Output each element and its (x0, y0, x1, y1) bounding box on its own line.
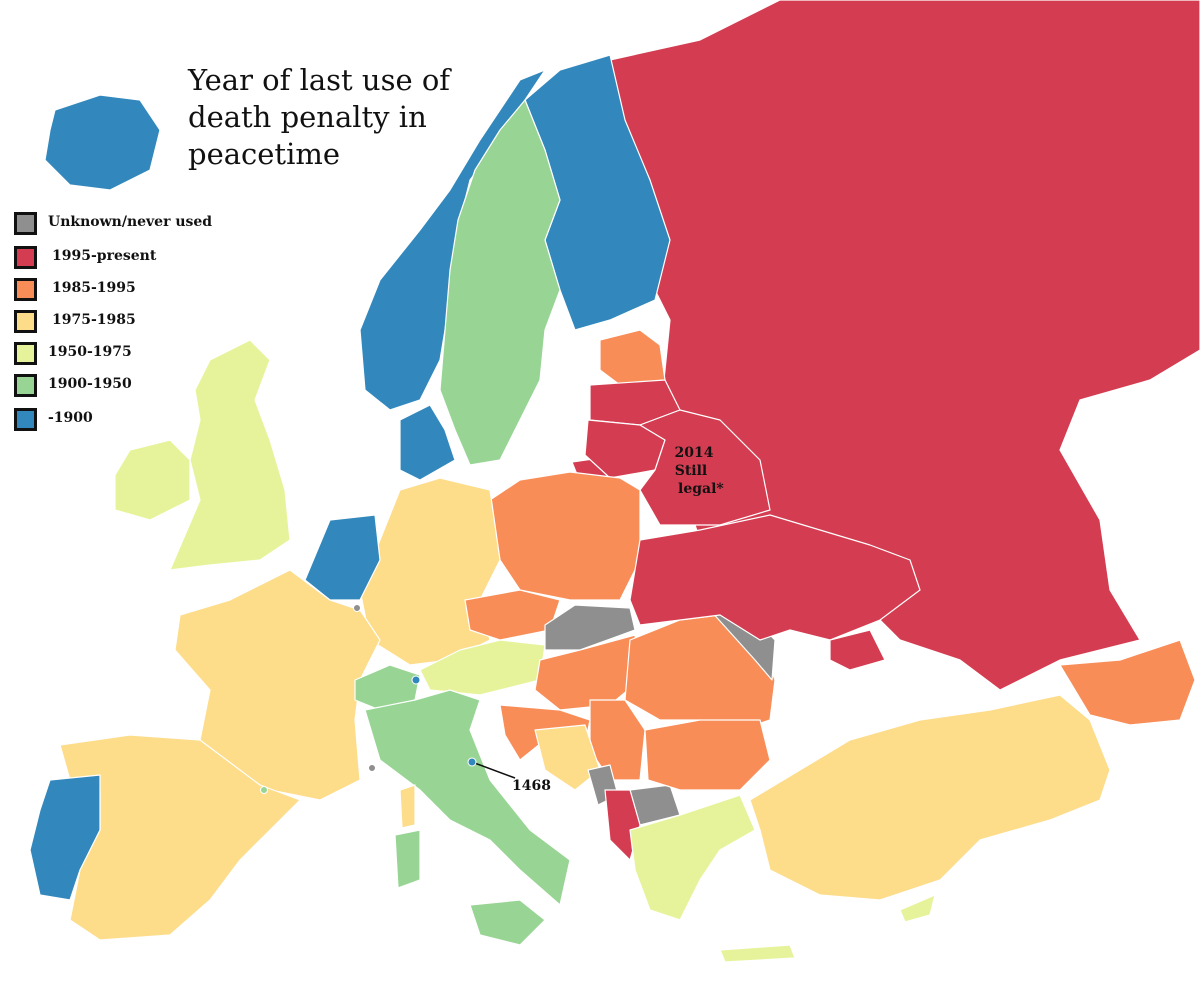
belarus-annotation-line2: Still (674, 463, 708, 479)
region-denmark (399, 404, 456, 481)
region-sweden (439, 99, 561, 466)
legend-label: Unknown/never used (48, 214, 213, 230)
liechtenstein-dot (411, 675, 421, 685)
legend-label: 1950-1975 (48, 344, 132, 360)
legend-swatch (14, 374, 37, 397)
region-italy (364, 689, 571, 906)
region-slovakia (544, 604, 636, 651)
region-ireland (114, 439, 191, 521)
region-estonia (599, 329, 666, 386)
region-france (174, 569, 381, 801)
region-benelux (304, 514, 381, 601)
legend-label: 1975-1985 (52, 312, 136, 328)
region-crimea (829, 629, 886, 671)
legend-swatch (14, 278, 37, 301)
belarus-annotation: 2014 Still legal* (670, 444, 724, 498)
region-ukraine (629, 514, 921, 641)
region-poland (489, 471, 641, 601)
legend-label: 1900-1950 (48, 376, 132, 392)
luxembourg-dot (353, 604, 361, 612)
region-bosnia (534, 724, 601, 791)
region-crete (719, 944, 796, 963)
andorra-dot (260, 786, 268, 794)
region-corsica (399, 784, 416, 829)
region-germany (359, 477, 501, 666)
belarus-annotation-line1: 2014 (674, 445, 714, 461)
monaco-dot (368, 764, 376, 772)
region-belarus (639, 409, 771, 526)
region-sicily (469, 899, 546, 946)
region-bulgaria (644, 719, 771, 791)
san-marino-annotation: 1468 (512, 778, 551, 794)
legend-swatch (14, 408, 37, 431)
region-portugal (29, 774, 101, 901)
map-title: Year of last use of death penalty in pea… (188, 63, 451, 171)
region-cyprus (899, 894, 936, 923)
region-hungary (534, 634, 641, 711)
region-turkey (749, 694, 1111, 901)
region-sardinia (394, 829, 421, 889)
region-greece (629, 794, 756, 921)
region-iceland (44, 94, 161, 191)
legend-label: 1995-present (52, 248, 157, 264)
belarus-annotation-line3: legal* (678, 481, 724, 497)
legend-label: -1900 (48, 410, 93, 426)
legend-swatch (14, 310, 37, 333)
legend-swatch (14, 342, 37, 365)
legend-label: 1985-1995 (52, 280, 136, 296)
legend-swatch (14, 212, 37, 235)
san-marino-dot (467, 757, 477, 767)
region-caucasus (1059, 639, 1196, 726)
legend-swatch (14, 246, 37, 269)
san-marino-leader-line (471, 761, 516, 779)
region-uk (169, 339, 291, 571)
